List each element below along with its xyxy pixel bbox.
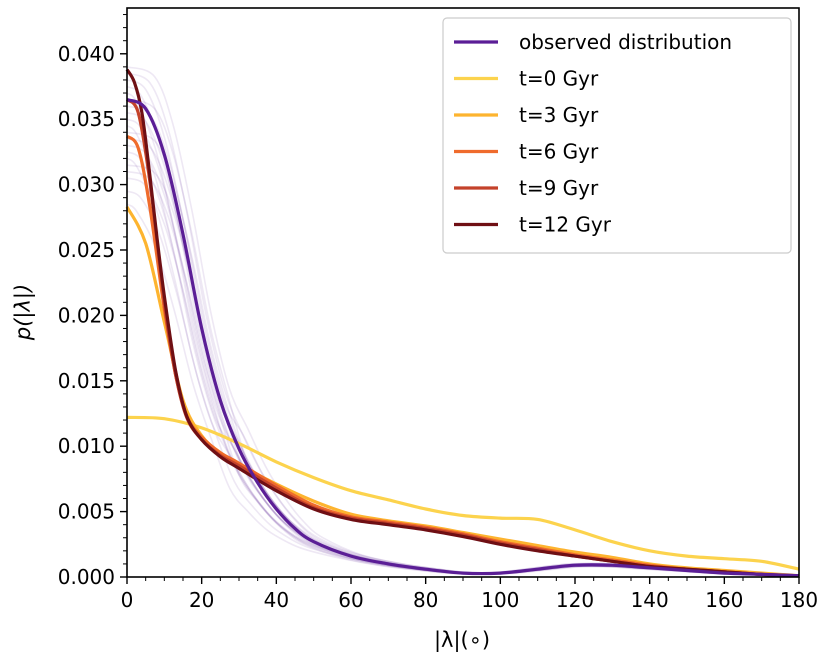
x-tick-label: 60 [338, 588, 363, 612]
y-tick-label: 0.000 [58, 565, 115, 589]
y-tick-label: 0.020 [58, 303, 115, 327]
legend-box [442, 17, 792, 254]
series-lines [125, 68, 800, 578]
y-tick-label: 0.035 [58, 107, 115, 131]
y-tick-label: 0.015 [58, 369, 115, 393]
y-tick-label: 0.025 [58, 238, 115, 262]
legend: observed distribution t=0 Gyr t=3 Gyr t=6 G… [442, 17, 792, 254]
y-axis-label: p(|λ|) [11, 284, 36, 341]
legend-label: t=6 Gyr [519, 140, 599, 164]
x-axis-label: |λ|(∘) [434, 628, 490, 653]
legend-label: t=9 Gyr [519, 176, 599, 200]
y-tick-label: 0.030 [58, 173, 115, 197]
x-tick-label: 180 [780, 588, 818, 612]
y-tick-label: 0.010 [58, 434, 115, 458]
series-line-0 [126, 98, 800, 578]
x-tick-label: 160 [705, 588, 743, 612]
legend-label: t=12 Gyr [519, 213, 612, 237]
x-tick-label: 120 [556, 588, 594, 612]
y-tick-label: 0.005 [58, 500, 115, 524]
series-line-2 [125, 206, 800, 578]
y-tick-label: 0.040 [58, 42, 115, 66]
y-axis: 0.000 0.005 0.010 0.015 0.020 0.025 0.030 0.035… [58, 14, 127, 589]
x-tick-label: 100 [481, 588, 519, 612]
bootstrap-curve [126, 203, 791, 577]
x-tick-label: 0 [121, 588, 134, 612]
series-line-1 [126, 415, 800, 571]
x-axis: 0 20 40 60 80 100 120 140 160 180 [121, 577, 818, 612]
x-tick-label: 40 [264, 588, 289, 612]
x-tick-label: 80 [413, 588, 438, 612]
x-tick-label: 140 [631, 588, 669, 612]
legend-label: observed distribution [519, 30, 732, 54]
x-tick-label: 20 [189, 588, 214, 612]
legend-label: t=3 Gyr [519, 103, 599, 127]
legend-label: t=0 Gyr [519, 67, 599, 91]
